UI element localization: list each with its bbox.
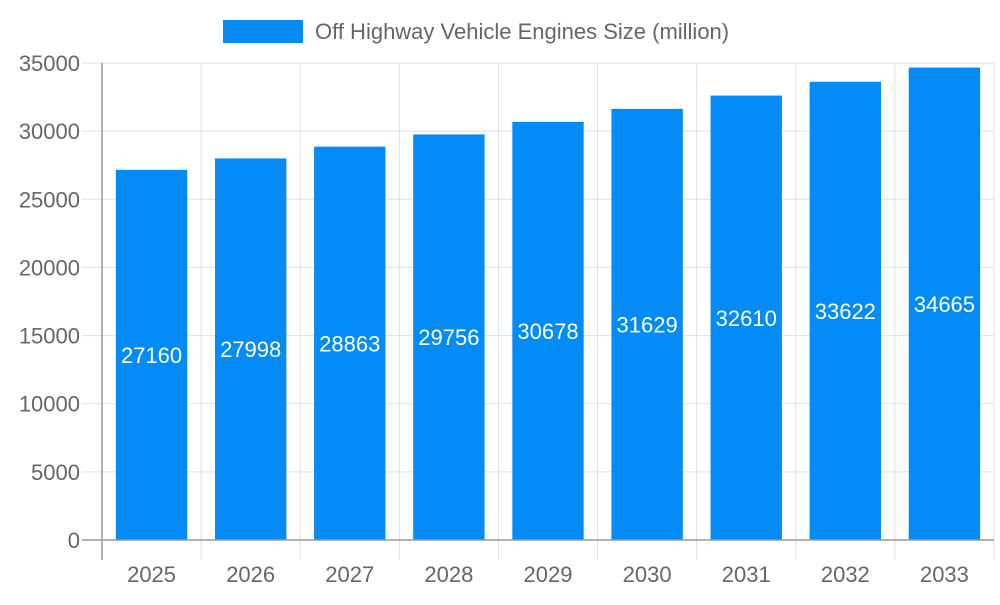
x-tick-label: 2028 <box>424 562 473 587</box>
data-label: 32610 <box>716 306 777 331</box>
bar <box>809 81 882 540</box>
x-tick-label: 2025 <box>127 562 176 587</box>
data-label: 34665 <box>914 292 975 317</box>
bars: 27160 27998 28863 29756 30678 31629 32610 33622… <box>115 67 981 541</box>
data-label: 27998 <box>220 337 281 362</box>
bar <box>214 158 287 541</box>
legend-label: Off Highway Vehicle Engines Size (millio… <box>315 19 729 44</box>
y-tick-label: 35000 <box>19 51 80 76</box>
x-tick-label: 2026 <box>226 562 275 587</box>
data-label: 31629 <box>617 312 678 337</box>
y-tick-label: 5000 <box>31 460 80 485</box>
axes: 0 5000 10000 15000 20000 25000 30000 35000 2025 2… <box>19 51 994 587</box>
data-label: 28863 <box>319 331 380 356</box>
y-tick-label: 15000 <box>19 324 80 349</box>
x-tick-label: 2031 <box>722 562 771 587</box>
legend[interactable]: Off Highway Vehicle Engines Size (millio… <box>223 19 729 44</box>
data-label: 33622 <box>815 299 876 324</box>
data-label: 30678 <box>517 319 578 344</box>
y-tick-label: 0 <box>68 528 80 553</box>
bar <box>314 146 386 540</box>
bar <box>512 121 584 541</box>
bar <box>710 95 782 540</box>
bar <box>115 169 188 540</box>
bar <box>413 134 485 540</box>
x-tick-label: 2029 <box>524 562 573 587</box>
bar <box>611 108 683 540</box>
x-tick-label: 2033 <box>920 562 969 587</box>
y-tick-label: 30000 <box>19 119 80 144</box>
data-label: 29756 <box>418 325 479 350</box>
legend-swatch <box>223 20 303 43</box>
x-tick-label: 2030 <box>623 562 672 587</box>
data-label: 27160 <box>121 343 182 368</box>
x-tick-label: 2032 <box>821 562 870 587</box>
bar <box>908 67 981 540</box>
x-tick-label: 2027 <box>325 562 374 587</box>
y-tick-label: 25000 <box>19 187 80 212</box>
y-tick-label: 20000 <box>19 255 80 280</box>
y-tick-label: 10000 <box>19 392 80 417</box>
